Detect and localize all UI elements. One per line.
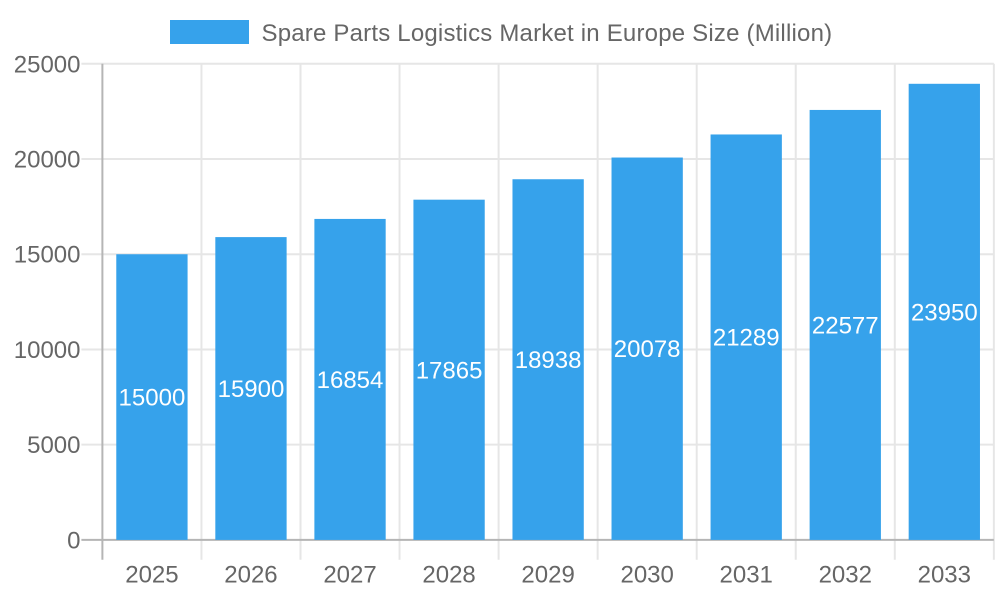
svg-text:2033: 2033	[918, 562, 971, 589]
svg-text:2032: 2032	[819, 562, 872, 589]
svg-text:22577: 22577	[812, 312, 879, 339]
svg-text:16854: 16854	[317, 367, 384, 394]
svg-text:25000: 25000	[14, 51, 81, 78]
svg-text:10000: 10000	[14, 337, 81, 364]
svg-text:15000: 15000	[119, 385, 186, 412]
svg-text:5000: 5000	[27, 432, 80, 459]
svg-text:2027: 2027	[323, 562, 376, 589]
svg-text:18938: 18938	[515, 347, 582, 374]
svg-text:15000: 15000	[14, 242, 81, 269]
svg-text:15900: 15900	[218, 376, 285, 403]
svg-text:23950: 23950	[911, 299, 978, 326]
svg-text:0: 0	[67, 527, 80, 554]
svg-text:21289: 21289	[713, 325, 780, 352]
svg-text:2031: 2031	[720, 562, 773, 589]
svg-text:2025: 2025	[125, 562, 178, 589]
svg-text:2028: 2028	[422, 562, 475, 589]
svg-text:Spare Parts Logistics Market i: Spare Parts Logistics Market in Europe S…	[262, 20, 833, 47]
svg-text:20000: 20000	[14, 147, 81, 174]
svg-text:2030: 2030	[620, 562, 673, 589]
svg-text:17865: 17865	[416, 357, 483, 384]
svg-text:2026: 2026	[224, 562, 277, 589]
svg-text:2029: 2029	[521, 562, 574, 589]
svg-text:20078: 20078	[614, 336, 681, 363]
